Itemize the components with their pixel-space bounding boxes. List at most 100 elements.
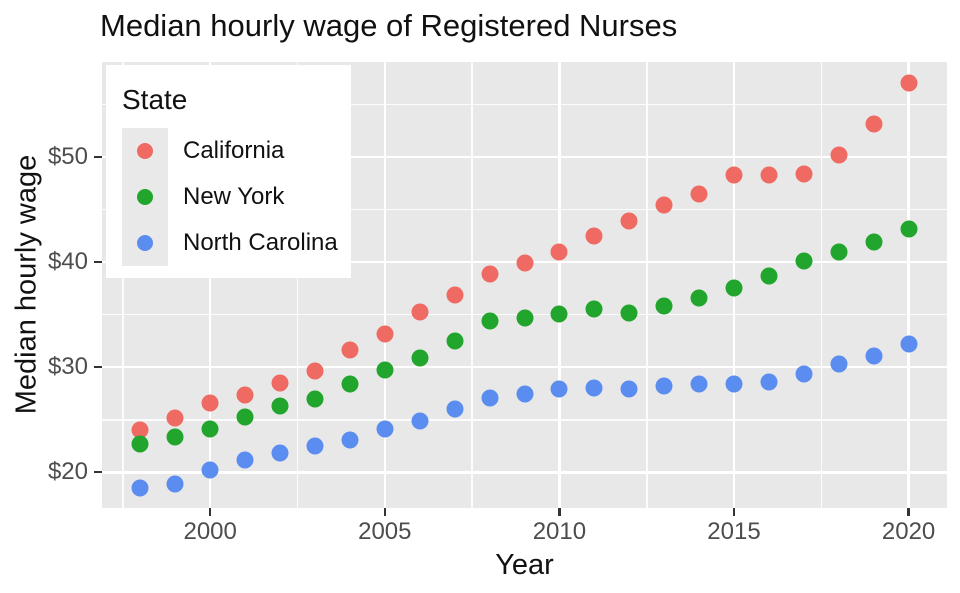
data-point-california: [131, 421, 149, 439]
data-point-new-york: [376, 361, 394, 379]
data-point-new-york: [725, 279, 743, 297]
legend-label: California: [183, 136, 285, 164]
data-point-north-carolina: [550, 380, 568, 398]
x-tick-label: 2020: [881, 518, 936, 545]
chart-title: Median hourly wage of Registered Nurses: [100, 8, 678, 43]
data-point-north-carolina: [411, 412, 429, 430]
y-tick-mark: [94, 366, 102, 369]
legend-key: [122, 173, 168, 220]
y-tick-label: $20: [47, 458, 88, 486]
data-point-california: [166, 409, 184, 427]
data-point-new-york: [655, 297, 673, 315]
data-point-california: [376, 325, 394, 343]
x-tick-mark: [383, 508, 386, 516]
y-tick-label: $50: [47, 143, 88, 171]
x-tick-mark: [907, 508, 910, 516]
data-point-new-york: [900, 220, 918, 237]
data-point-north-carolina: [900, 335, 918, 353]
legend-dot-icon: [137, 234, 153, 251]
data-point-new-york: [690, 289, 708, 307]
data-point-california: [516, 254, 533, 272]
data-point-north-carolina: [690, 375, 708, 393]
gridline-x-minor: [471, 62, 473, 508]
data-point-north-carolina: [830, 355, 848, 373]
gridline-y-minor: [102, 103, 947, 106]
gridline-x-major: [383, 62, 387, 508]
data-point-new-york: [271, 397, 289, 415]
data-point-california: [690, 185, 708, 203]
data-point-california: [830, 146, 848, 164]
data-point-north-carolina: [481, 389, 499, 407]
data-point-north-carolina: [446, 400, 464, 418]
data-point-california: [236, 386, 254, 403]
data-point-new-york: [795, 252, 813, 270]
data-point-north-carolina: [516, 385, 533, 402]
data-point-california: [865, 115, 883, 132]
data-point-new-york: [166, 428, 184, 446]
gridline-x-minor: [296, 62, 299, 508]
data-point-north-carolina: [376, 420, 394, 438]
data-point-north-carolina: [201, 461, 219, 479]
data-point-north-carolina: [620, 380, 638, 398]
legend-dot-icon: [137, 188, 153, 205]
x-tick-mark: [558, 508, 561, 516]
data-point-new-york: [830, 243, 848, 261]
gridline-x-minor: [122, 62, 124, 508]
data-point-north-carolina: [865, 347, 883, 365]
gridline-x-minor: [820, 62, 822, 508]
x-tick-label: 2005: [358, 518, 412, 545]
gridline-y-minor: [102, 208, 947, 211]
x-tick-mark: [209, 508, 212, 516]
data-point-california: [620, 212, 638, 230]
data-point-california: [341, 341, 359, 359]
data-point-california: [481, 265, 499, 283]
legend: State California New York North Carolina: [106, 65, 351, 278]
data-point-new-york: [481, 312, 499, 330]
data-point-new-york: [446, 332, 464, 350]
gridline-y-major: [102, 155, 947, 159]
legend-key: [122, 127, 168, 174]
y-axis-title: Median hourly wage: [10, 154, 43, 415]
data-point-new-york: [341, 375, 359, 393]
data-point-north-carolina: [585, 379, 603, 397]
gridline-y-minor: [102, 419, 947, 421]
gridline-y-major: [102, 365, 947, 369]
data-point-north-carolina: [166, 475, 184, 493]
data-point-california: [655, 196, 673, 214]
x-axis-title: Year: [495, 549, 554, 581]
legend-label: New York: [183, 182, 285, 210]
data-point-new-york: [585, 300, 603, 318]
data-point-california: [411, 303, 429, 320]
x-tick-label: 2015: [707, 518, 761, 545]
gridline-x-major: [208, 62, 212, 508]
data-point-north-carolina: [306, 437, 324, 455]
data-point-north-carolina: [131, 479, 149, 497]
gridline-y-major: [102, 471, 947, 474]
legend-dot-icon: [137, 142, 153, 159]
data-point-new-york: [306, 390, 324, 408]
gridline-x-major: [558, 62, 561, 508]
x-tick-label: 2000: [183, 518, 237, 545]
data-point-north-carolina: [655, 377, 673, 395]
data-point-new-york: [516, 309, 533, 327]
data-point-california: [550, 243, 568, 261]
data-point-california: [585, 227, 603, 245]
legend-rows: California New York North Carolina: [122, 127, 351, 266]
y-tick-mark: [94, 471, 102, 474]
data-point-north-carolina: [236, 451, 254, 469]
data-point-california: [446, 286, 464, 304]
data-point-california: [306, 362, 324, 380]
data-point-new-york: [201, 420, 219, 438]
legend-row-california: California: [122, 127, 351, 174]
gridline-x-major: [907, 62, 910, 508]
legend-row-new-york: New York: [122, 173, 351, 220]
legend-key: [122, 219, 168, 266]
y-tick-label: $30: [47, 353, 88, 381]
x-tick-label: 2010: [532, 518, 587, 545]
data-point-north-carolina: [271, 444, 289, 462]
data-point-new-york: [760, 267, 778, 285]
data-point-new-york: [550, 305, 568, 323]
legend-label: North Carolina: [183, 228, 338, 256]
gridline-x-minor: [646, 62, 648, 508]
